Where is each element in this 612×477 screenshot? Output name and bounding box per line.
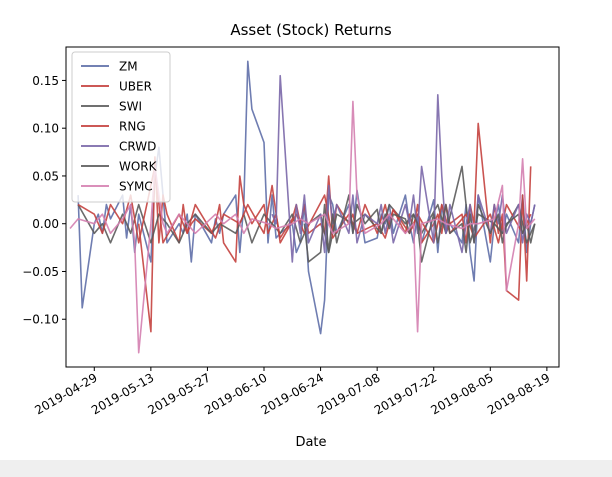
y-tick-label: 0.05 [32, 169, 59, 183]
plot-area-frame [65, 46, 560, 368]
legend-label-rng: RNG [119, 120, 146, 134]
y-tick-label: −0.10 [22, 313, 59, 327]
y-tick-label: −0.05 [22, 265, 59, 279]
series-line-swi [77, 165, 536, 254]
line-chart: Asset (Stock) Returns −0.10 −0.05 0.00 0.05… [22, 21, 560, 450]
chart-legend: ZM UBER SWI RNG CRWD WORK SYMC [71, 51, 171, 203]
bottom-strip [0, 460, 612, 477]
series-line-rng [77, 165, 532, 244]
legend-label-symc: SYMC [119, 180, 153, 194]
series-line-symc [69, 100, 536, 354]
y-tick-label: 0.10 [32, 122, 59, 136]
y-axis: −0.10 −0.05 0.00 0.05 0.10 0.15 [22, 74, 66, 327]
series-line-work [303, 194, 536, 263]
y-tick-label: 0.00 [32, 217, 59, 231]
chart-title: Asset (Stock) Returns [230, 21, 392, 39]
x-axis-label: Date [295, 435, 326, 450]
y-tick-label: 0.15 [32, 74, 59, 88]
legend-label-zm: ZM [119, 60, 138, 74]
legend-label-swi: SWI [119, 100, 142, 114]
legend-label-crwd: CRWD [119, 140, 156, 154]
legend-label-uber: UBER [119, 80, 152, 94]
legend-frame [71, 51, 171, 203]
chart-figure: Asset (Stock) Returns −0.10 −0.05 0.00 0.05… [22, 21, 560, 450]
legend-label-work: WORK [119, 160, 158, 174]
